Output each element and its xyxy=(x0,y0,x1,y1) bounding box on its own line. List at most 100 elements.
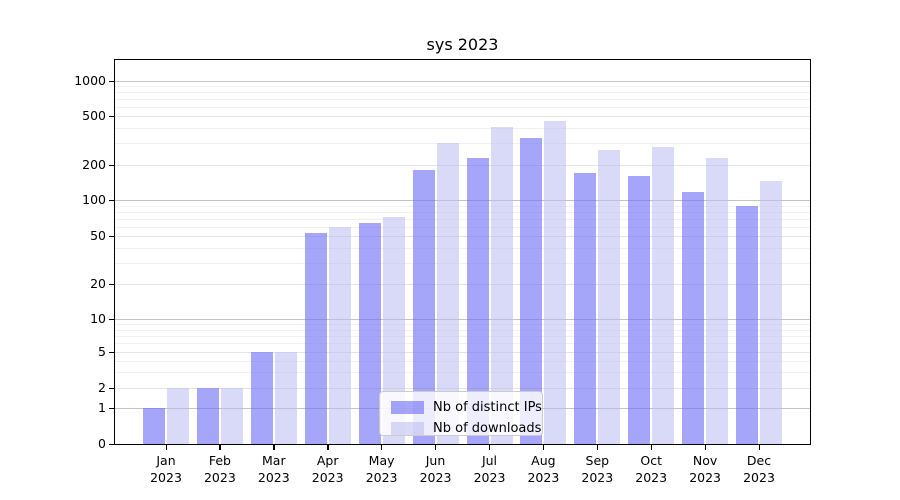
legend-item-distinct-ips: Nb of distinct IPs xyxy=(391,397,542,418)
y-tick-label: 10 xyxy=(90,311,106,326)
x-tick-mark xyxy=(327,445,329,450)
bar-downloads xyxy=(490,126,513,444)
x-tick-label: Jul 2023 xyxy=(473,453,506,485)
bar-distinct-ips xyxy=(358,223,381,444)
minor-gridline xyxy=(115,324,810,325)
y-tick-label: 50 xyxy=(90,228,106,243)
bar-distinct-ips xyxy=(304,233,327,444)
y-tick-mark xyxy=(109,318,115,320)
bar-downloads xyxy=(652,147,675,444)
x-tick-label: Dec 2023 xyxy=(743,453,775,485)
bar-downloads xyxy=(544,120,567,444)
x-tick-label: Jun 2023 xyxy=(419,453,452,485)
gridline xyxy=(115,319,810,320)
bar-distinct-ips xyxy=(628,176,651,444)
y-tick-mark xyxy=(109,283,115,285)
gridline xyxy=(115,200,810,201)
y-tick-label: 200 xyxy=(82,157,106,172)
y-tick-mark xyxy=(109,351,115,353)
bar-distinct-ips xyxy=(682,191,705,444)
bar-distinct-ips xyxy=(196,388,219,444)
x-tick-label: Mar 2023 xyxy=(257,453,290,485)
x-tick-mark xyxy=(273,445,275,450)
y-tick-mark xyxy=(109,164,115,166)
gridline xyxy=(115,165,810,166)
y-tick-label: 1 xyxy=(98,400,106,415)
x-tick-label: Nov 2023 xyxy=(689,453,721,485)
x-tick-mark xyxy=(489,445,491,450)
bar-downloads xyxy=(382,217,405,444)
y-tick-label: 20 xyxy=(90,276,106,291)
minor-gridline xyxy=(115,86,810,88)
bar-distinct-ips xyxy=(736,205,758,444)
minor-gridline xyxy=(115,127,810,129)
x-tick-mark xyxy=(165,445,167,450)
minor-gridline xyxy=(115,92,810,94)
legend-swatch-distinct-ips xyxy=(391,401,424,414)
y-tick-mark xyxy=(109,407,115,409)
minor-gridline xyxy=(115,262,810,264)
x-tick-label: Jan 2023 xyxy=(150,453,182,485)
minor-gridline xyxy=(115,218,810,220)
y-tick-mark xyxy=(109,199,115,201)
bar-downloads xyxy=(167,388,189,444)
bar-distinct-ips xyxy=(466,157,489,444)
gridline xyxy=(115,81,810,82)
bar-distinct-ips xyxy=(574,173,597,444)
minor-gridline xyxy=(115,329,810,331)
bar-distinct-ips xyxy=(250,352,273,444)
y-tick-label: 500 xyxy=(82,108,106,123)
gridline xyxy=(115,284,810,285)
minor-gridline xyxy=(115,226,810,228)
y-tick-label: 2 xyxy=(98,380,106,395)
x-tick-mark xyxy=(596,445,599,450)
minor-gridline xyxy=(115,205,810,207)
x-tick-label: Oct 2023 xyxy=(635,453,668,485)
y-tick-mark xyxy=(109,387,115,389)
bar-downloads xyxy=(274,352,297,444)
bar-distinct-ips xyxy=(412,170,435,444)
x-tick-mark xyxy=(219,445,221,450)
bar-distinct-ips xyxy=(520,138,543,444)
x-tick-label: Apr 2023 xyxy=(311,453,344,485)
minor-gridline xyxy=(115,360,810,362)
bar-downloads xyxy=(598,150,621,444)
gridline xyxy=(115,236,810,237)
bar-downloads xyxy=(328,226,351,444)
x-tick-label: Feb 2023 xyxy=(203,453,236,485)
y-tick-mark xyxy=(109,115,115,117)
x-tick-label: May 2023 xyxy=(365,453,398,485)
legend: Nb of distinct IPs Nb of downloads xyxy=(379,391,543,436)
legend-swatch-downloads xyxy=(391,422,424,435)
x-tick-mark xyxy=(435,445,437,450)
y-tick-mark xyxy=(109,80,115,82)
legend-label-distinct-ips: Nb of distinct IPs xyxy=(433,400,542,415)
bar-downloads xyxy=(436,143,459,444)
x-tick-mark xyxy=(650,445,653,450)
legend-item-downloads: Nb of downloads xyxy=(391,418,542,439)
x-tick-mark xyxy=(542,445,545,450)
plot-area: Nb of distinct IPs Nb of downloads xyxy=(115,60,810,444)
chart-title: sys 2023 xyxy=(426,35,499,54)
x-tick-label: Sep 2023 xyxy=(581,453,614,485)
bar-downloads xyxy=(760,181,782,444)
y-tick-mark xyxy=(109,443,115,445)
minor-gridline xyxy=(115,143,810,145)
bar-downloads xyxy=(706,157,729,444)
gridline xyxy=(115,388,810,389)
y-tick-mark xyxy=(109,235,115,237)
x-tick-mark xyxy=(758,445,760,450)
minor-gridline xyxy=(115,106,810,108)
x-tick-mark xyxy=(381,445,383,450)
minor-gridline xyxy=(115,99,810,100)
gridline xyxy=(115,116,810,117)
x-tick-label: Aug 2023 xyxy=(527,453,560,485)
minor-gridline xyxy=(115,372,810,374)
minor-gridline xyxy=(115,336,810,337)
gridline xyxy=(115,352,810,353)
y-tick-label: 100 xyxy=(82,192,106,207)
minor-gridline xyxy=(115,247,810,249)
minor-gridline xyxy=(115,211,810,213)
minor-gridline xyxy=(115,343,810,345)
bar-distinct-ips xyxy=(143,408,165,444)
